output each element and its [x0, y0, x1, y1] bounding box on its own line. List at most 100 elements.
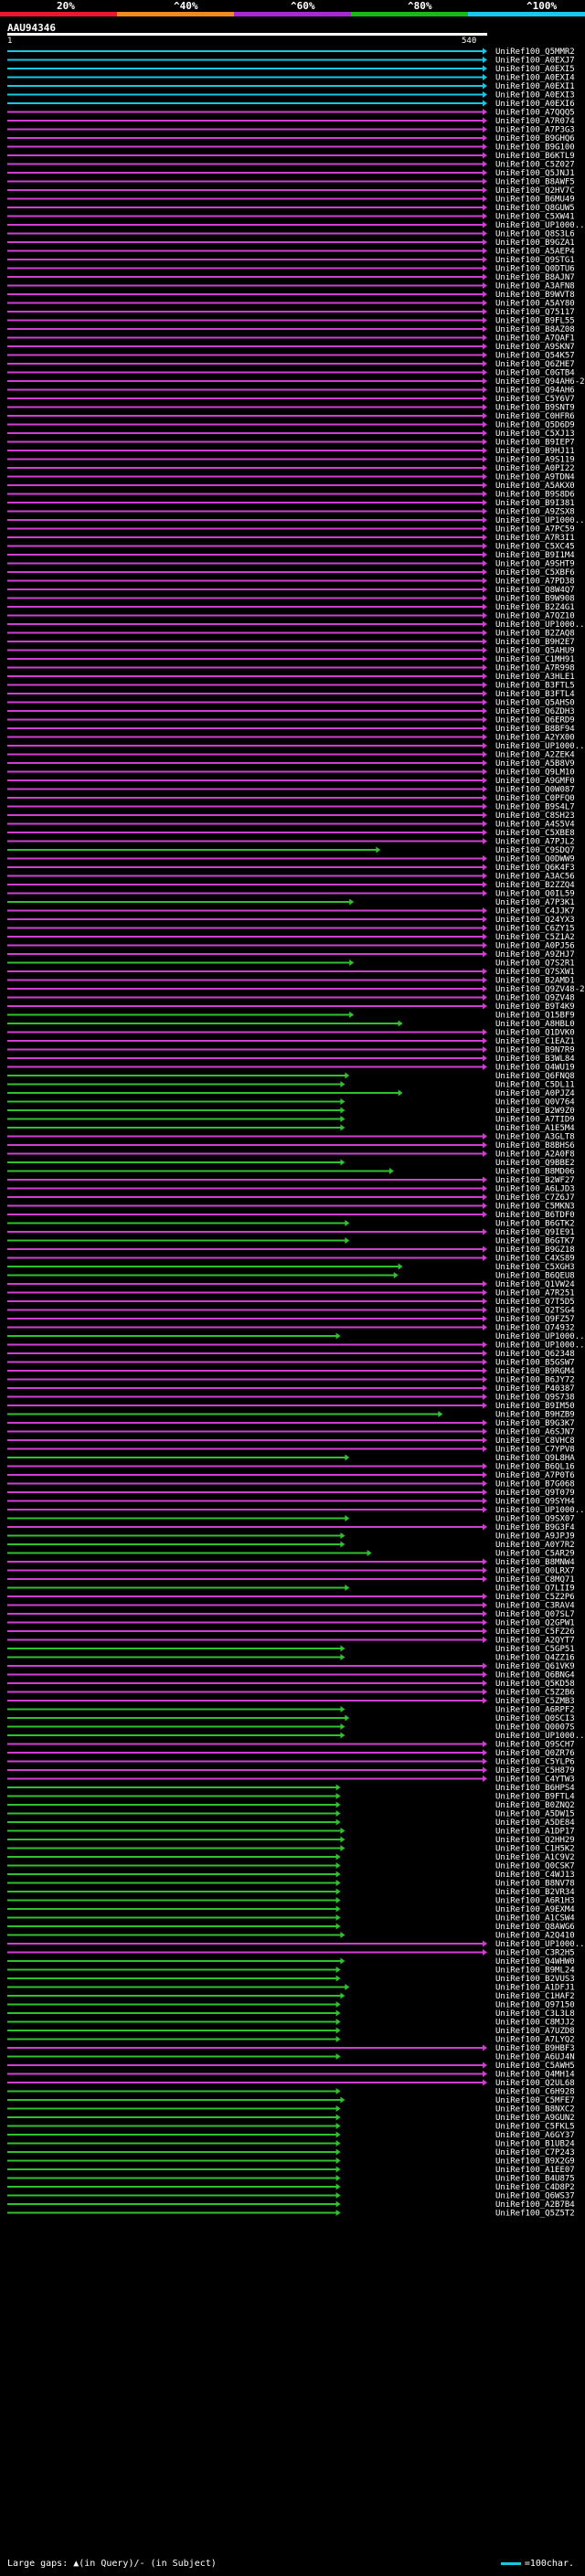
hit-label[interactable]: UniRef100_B6TDF0 — [495, 1211, 575, 1220]
hit-label[interactable]: UniRef100_C5AWH5 — [495, 2062, 575, 2071]
hit-label[interactable]: UniRef100_A1E5M4 — [495, 1124, 575, 1133]
hit-label[interactable]: UniRef100_B9IM50 — [495, 1402, 575, 1411]
hit-label[interactable]: UniRef100_A9SHT9 — [495, 560, 575, 569]
hit-label[interactable]: UniRef100_A5B8V9 — [495, 759, 575, 769]
hit-label[interactable]: UniRef100_A0EXJ7 — [495, 57, 575, 66]
hit-label[interactable]: UniRef100_Q8W4Q7 — [495, 586, 575, 595]
hit-label[interactable]: UniRef100_A1EE07 — [495, 2166, 575, 2175]
hit-label[interactable]: UniRef100_Q0IL59 — [495, 890, 575, 899]
hit-label[interactable]: UniRef100_C1HAF2 — [495, 1992, 575, 2001]
hit-label[interactable]: UniRef100_A9ZHJ7 — [495, 950, 575, 959]
hit-label[interactable]: UniRef100_A9ZSX8 — [495, 508, 575, 517]
hit-label[interactable]: UniRef100_C0GTB4 — [495, 369, 575, 378]
hit-label[interactable]: UniRef100_C3L3L8 — [495, 2009, 575, 2019]
hit-label[interactable]: UniRef100_C4YTW3 — [495, 1776, 575, 1785]
hit-label[interactable]: UniRef100_B9I381 — [495, 499, 575, 508]
hit-label[interactable]: UniRef100_B6GTK2 — [495, 1220, 575, 1229]
hit-label[interactable]: UniRef100_B9W908 — [495, 595, 575, 604]
hit-label[interactable]: UniRef100_C6H928 — [495, 2088, 575, 2097]
hit-label[interactable]: UniRef100_C5DL11 — [495, 1081, 575, 1090]
hit-label[interactable]: UniRef100_B9SNT9 — [495, 404, 575, 413]
hit-label[interactable]: UniRef100_UP1000... — [495, 742, 585, 751]
hit-label[interactable]: UniRef100_C5XC45 — [495, 543, 575, 552]
hit-label[interactable]: UniRef100_A2Q410 — [495, 1932, 575, 1941]
hit-label[interactable]: UniRef100_Q4WHW0 — [495, 1957, 575, 1966]
hit-label[interactable]: UniRef100_A0EXI5 — [495, 65, 575, 74]
hit-label[interactable]: UniRef100_Q0ZR76 — [495, 1749, 575, 1758]
hit-label[interactable]: UniRef100_A7TID9 — [495, 1116, 575, 1125]
hit-label[interactable]: UniRef100_A0PI22 — [495, 464, 575, 473]
hit-label[interactable]: UniRef100_Q62348 — [495, 1350, 575, 1359]
hit-label[interactable]: UniRef100_B9G100 — [495, 143, 575, 153]
hit-label[interactable]: UniRef100_Q9LM10 — [495, 769, 575, 778]
hit-label[interactable]: UniRef100_Q6ZHE7 — [495, 360, 575, 369]
hit-label[interactable]: UniRef100_B9GZA1 — [495, 239, 575, 248]
hit-label[interactable]: UniRef100_Q5KD58 — [495, 1680, 575, 1689]
hit-label[interactable]: UniRef100_A9GUN2 — [495, 2114, 575, 2123]
hit-label[interactable]: UniRef100_C5Z2P6 — [495, 1593, 575, 1602]
hit-label[interactable]: UniRef100_C0HFR6 — [495, 412, 575, 421]
hit-label[interactable]: UniRef100_B4U875 — [495, 2175, 575, 2184]
hit-label[interactable]: UniRef100_A2YX00 — [495, 734, 575, 743]
hit-label[interactable]: UniRef100_C5AR29 — [495, 1550, 575, 1559]
hit-label[interactable]: UniRef100_B9G3F4 — [495, 1523, 575, 1532]
hit-label[interactable]: UniRef100_B9I1M4 — [495, 551, 575, 560]
hit-label[interactable]: UniRef100_Q5AHS0 — [495, 699, 575, 708]
hit-label[interactable]: UniRef100_B9G3K7 — [495, 1419, 575, 1428]
hit-label[interactable]: UniRef100_A7R074 — [495, 117, 575, 126]
hit-label[interactable]: UniRef100_A2A0F8 — [495, 1150, 575, 1160]
hit-label[interactable]: UniRef100_B7G068 — [495, 1480, 575, 1489]
hit-label[interactable]: UniRef100_B9X2G9 — [495, 2157, 575, 2167]
hit-label[interactable]: UniRef100_Q4ZZ16 — [495, 1654, 575, 1663]
hit-label[interactable]: UniRef100_Q61VK9 — [495, 1662, 575, 1671]
hit-label[interactable]: UniRef100_A7P3K1 — [495, 898, 575, 907]
hit-label[interactable]: UniRef100_B9HBF3 — [495, 2044, 575, 2053]
hit-label[interactable]: UniRef100_B3FTL4 — [495, 690, 575, 699]
hit-label[interactable]: UniRef100_B8BHS6 — [495, 1141, 575, 1150]
hit-label[interactable]: UniRef100_UP1000... — [495, 1341, 585, 1351]
hit-label[interactable]: UniRef100_A6UJ4N — [495, 2053, 575, 2062]
hit-label[interactable]: UniRef100_Q94AH6 — [495, 387, 575, 396]
hit-label[interactable]: UniRef100_B2ZAQ8 — [495, 630, 575, 639]
hit-label[interactable]: UniRef100_UP1000... — [495, 1732, 585, 1741]
hit-label[interactable]: UniRef100_A6SJN7 — [495, 1428, 575, 1437]
hit-label[interactable]: UniRef100_B5GSW7 — [495, 1359, 575, 1368]
hit-label[interactable]: UniRef100_A0EXI3 — [495, 91, 575, 101]
hit-label[interactable]: UniRef100_B8NXC2 — [495, 2105, 575, 2115]
hit-label[interactable]: UniRef100_UP1000... — [495, 1506, 585, 1515]
hit-label[interactable]: UniRef100_B9T4K9 — [495, 1002, 575, 1012]
hit-label[interactable]: UniRef100_B9FTL4 — [495, 1793, 575, 1802]
hit-label[interactable]: UniRef100_Q6ERD9 — [495, 716, 575, 726]
hit-label[interactable]: UniRef100_B3WL84 — [495, 1055, 575, 1064]
hit-label[interactable]: UniRef100_B2W9Z0 — [495, 1107, 575, 1116]
hit-label[interactable]: UniRef100_Q94AH6-2 — [495, 377, 585, 387]
hit-label[interactable]: UniRef100_UP1000... — [495, 221, 585, 230]
hit-label[interactable]: UniRef100_Q5JNJ1 — [495, 169, 575, 178]
hit-label[interactable]: UniRef100_A3AC56 — [495, 873, 575, 882]
hit-label[interactable]: UniRef100_C6ZY15 — [495, 925, 575, 934]
hit-label[interactable]: UniRef100_B6GTK7 — [495, 1237, 575, 1246]
hit-label[interactable]: UniRef100_C5H879 — [495, 1766, 575, 1776]
hit-label[interactable]: UniRef100_Q2HV7C — [495, 186, 575, 196]
hit-label[interactable]: UniRef100_A3GLT8 — [495, 1133, 575, 1142]
hit-label[interactable]: UniRef100_C1H5K2 — [495, 1845, 575, 1854]
hit-label[interactable]: UniRef100_Q8S3L6 — [495, 230, 575, 239]
hit-label[interactable]: UniRef100_Q5Z5T2 — [495, 2210, 575, 2219]
hit-label[interactable]: UniRef100_B2ZZQ4 — [495, 881, 575, 890]
hit-label[interactable]: UniRef100_Q6FNQ8 — [495, 1072, 575, 1081]
hit-label[interactable]: UniRef100_B9H2E7 — [495, 638, 575, 647]
hit-label[interactable]: UniRef100_C5Z1A2 — [495, 933, 575, 942]
hit-label[interactable]: UniRef100_A6GY37 — [495, 2131, 575, 2140]
hit-label[interactable]: UniRef100_A6LJD3 — [495, 1185, 575, 1194]
hit-label[interactable]: UniRef100_B0ZNQ2 — [495, 1801, 575, 1810]
hit-label[interactable]: UniRef100_C5XBF6 — [495, 568, 575, 578]
hit-label[interactable]: UniRef100_C5FKL5 — [495, 2123, 575, 2132]
hit-label[interactable]: UniRef100_A9EXM4 — [495, 1905, 575, 1914]
hit-label[interactable]: UniRef100_A2QYT7 — [495, 1637, 575, 1646]
hit-label[interactable]: UniRef100_Q15BF9 — [495, 1012, 575, 1021]
hit-label[interactable]: UniRef100_A7PJL2 — [495, 838, 575, 847]
hit-label[interactable]: UniRef100_C1EAZ1 — [495, 1037, 575, 1046]
hit-label[interactable]: UniRef100_A7R251 — [495, 1289, 575, 1299]
hit-label[interactable]: UniRef100_A9JPJ9 — [495, 1532, 575, 1542]
hit-label[interactable]: UniRef100_Q8GUW5 — [495, 204, 575, 213]
